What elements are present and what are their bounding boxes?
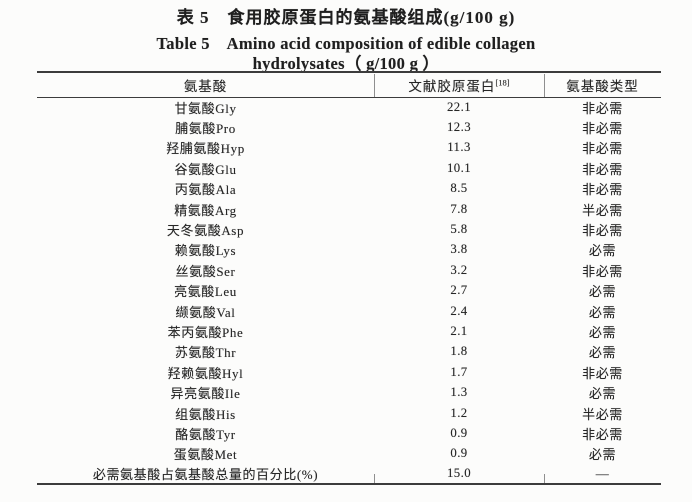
value-cell: 10.1 (447, 160, 471, 175)
amino-acid-name-cell: 必需氨基酸占氨基酸总量的百分比(%) (92, 467, 319, 483)
type-cell: 非必需 (582, 223, 623, 239)
column-separator-tick (374, 73, 375, 97)
type-cell: 必需 (588, 386, 617, 402)
value-cell: 15.0 (447, 466, 471, 481)
type-cell: 非必需 (582, 141, 623, 157)
table-row: 丙氨酸Ala 8.5 非必需 (37, 179, 661, 199)
amino-acid-name-cell: 赖氨酸Lys (174, 243, 237, 259)
table-caption: 表 5 食用胶原蛋白的氨基酸组成(g/100 g) Table 5 Amino … (0, 6, 692, 74)
amino-acid-table: 氨基酸 文献胶原蛋白[18] 氨基酸类型 甘氨酸Gly 22.1 非必需 脯氨酸Pro… (37, 71, 661, 486)
type-cell: 必需 (588, 304, 617, 320)
col-header-label: 文献胶原蛋白 (408, 78, 496, 94)
value-cell: 8.5 (450, 181, 468, 196)
table-row: 谷氨酸Glu 10.1 非必需 (37, 158, 661, 178)
table-row: 异亮氨酸Ile 1.3 必需 (37, 382, 661, 402)
amino-acid-name-cell: 苏氨酸Thr (174, 345, 237, 361)
value-cell: 2.7 (450, 283, 468, 298)
amino-acid-name-cell: 缬氨酸Val (175, 304, 236, 320)
type-cell: 非必需 (582, 100, 623, 116)
table-row: 亮氨酸Leu 2.7 必需 (37, 281, 661, 301)
type-cell: 半必需 (582, 202, 623, 218)
col-header-literature-collagen: 文献胶原蛋白[18] (374, 72, 544, 97)
value-cell: 5.8 (450, 222, 468, 237)
type-cell: 非必需 (582, 365, 623, 381)
type-cell: 非必需 (582, 161, 623, 177)
type-cell: — (595, 465, 610, 481)
header-row: 氨基酸 文献胶原蛋白[18] 氨基酸类型 (37, 72, 661, 97)
table-title-english-line2: hydrolysates（ g/100 g ） (252, 54, 440, 73)
value-cell: 0.9 (450, 446, 468, 461)
amino-acid-name-cell: 羟脯氨酸Hyp (166, 141, 245, 157)
amino-acid-name-cell: 精氨酸Arg (174, 202, 237, 218)
column-separator-tick (544, 73, 545, 97)
value-cell: 7.8 (450, 201, 468, 216)
amino-acid-name-cell: 酪氨酸Tyr (175, 426, 236, 442)
col-header-label: 氨基酸 (183, 78, 228, 94)
value-cell: 2.4 (450, 303, 468, 318)
value-cell: 1.8 (450, 344, 468, 359)
value-cell: 3.2 (450, 262, 468, 277)
type-cell: 半必需 (582, 406, 623, 422)
table-header: 氨基酸 文献胶原蛋白[18] 氨基酸类型 (37, 72, 661, 97)
table-row: 丝氨酸Ser 3.2 非必需 (37, 260, 661, 280)
table-row: 精氨酸Arg 7.8 半必需 (37, 199, 661, 219)
table-row: 甘氨酸Gly 22.1 非必需 (37, 97, 661, 117)
amino-acid-name-cell: 丝氨酸Ser (175, 263, 236, 279)
amino-acid-table-wrapper: 氨基酸 文献胶原蛋白[18] 氨基酸类型 甘氨酸Gly 22.1 非必需 脯氨酸Pro… (37, 71, 661, 486)
amino-acid-name-cell: 脯氨酸Pro (175, 121, 236, 137)
table-row: 苯丙氨酸Phe 2.1 必需 (37, 321, 661, 341)
amino-acid-name-cell: 蛋氨酸Met (173, 447, 238, 463)
type-cell: 非必需 (582, 182, 623, 198)
type-cell: 必需 (588, 447, 617, 463)
table-row: 天冬氨酸Asp 5.8 非必需 (37, 219, 661, 239)
table-row: 脯氨酸Pro 12.3 非必需 (37, 117, 661, 137)
amino-acid-name-cell: 谷氨酸Glu (174, 161, 237, 177)
amino-acid-name-cell: 甘氨酸Gly (174, 100, 237, 116)
amino-acid-name-cell: 苯丙氨酸Phe (167, 324, 244, 340)
column-separator-tick (544, 473, 545, 483)
amino-acid-name-cell: 组氨酸His (175, 406, 236, 422)
value-cell: 11.3 (447, 140, 471, 155)
amino-acid-name-cell: 羟赖氨酸Hyl (167, 365, 244, 381)
type-cell: 非必需 (582, 426, 623, 442)
type-cell: 必需 (588, 243, 617, 259)
amino-acid-name-cell: 丙氨酸Ala (174, 182, 237, 198)
value-cell: 12.3 (447, 120, 471, 135)
column-separator-tick (374, 473, 375, 483)
type-cell: 必需 (588, 324, 617, 340)
value-cell: 22.1 (447, 99, 471, 114)
table-row: 必需氨基酸占氨基酸总量的百分比(%) 15.0 — (37, 464, 661, 484)
col-header-amino-acid: 氨基酸 (37, 72, 374, 97)
value-cell: 1.2 (450, 405, 468, 420)
type-cell: 非必需 (582, 263, 623, 279)
table-row: 蛋氨酸Met 0.9 必需 (37, 444, 661, 464)
table-title-english-line1: Table 5 Amino acid composition of edible… (156, 34, 536, 53)
table-row: 酪氨酸Tyr 0.9 非必需 (37, 423, 661, 443)
table-row: 羟赖氨酸Hyl 1.7 非必需 (37, 362, 661, 382)
table-row: 羟脯氨酸Hyp 11.3 非必需 (37, 138, 661, 158)
value-cell: 0.9 (450, 425, 468, 440)
reference-citation-superscript: [18] (495, 77, 510, 88)
table-row: 苏氨酸Thr 1.8 必需 (37, 342, 661, 362)
table-body: 甘氨酸Gly 22.1 非必需 脯氨酸Pro 12.3 非必需 羟脯氨酸Hyp 11.3 非必需… (37, 97, 661, 484)
value-cell: 2.1 (450, 323, 468, 338)
table-row: 赖氨酸Lys 3.8 必需 (37, 240, 661, 260)
table-row: 组氨酸His 1.2 半必需 (37, 403, 661, 423)
type-cell: 必需 (588, 345, 617, 361)
value-cell: 3.8 (450, 242, 468, 257)
type-cell: 必需 (588, 284, 617, 300)
amino-acid-name-cell: 天冬氨酸Asp (166, 223, 245, 239)
value-cell: 1.7 (450, 364, 468, 379)
amino-acid-name-cell: 异亮氨酸Ile (170, 386, 241, 402)
col-header-amino-acid-type: 氨基酸类型 (544, 72, 661, 97)
value-cell: 1.3 (450, 385, 468, 400)
table-title-chinese: 表 5 食用胶原蛋白的氨基酸组成(g/100 g) (176, 8, 516, 27)
amino-acid-name-cell: 亮氨酸Leu (174, 284, 237, 300)
table-row: 缬氨酸Val 2.4 必需 (37, 301, 661, 321)
col-header-label: 氨基酸类型 (566, 78, 639, 94)
type-cell: 非必需 (582, 121, 623, 137)
